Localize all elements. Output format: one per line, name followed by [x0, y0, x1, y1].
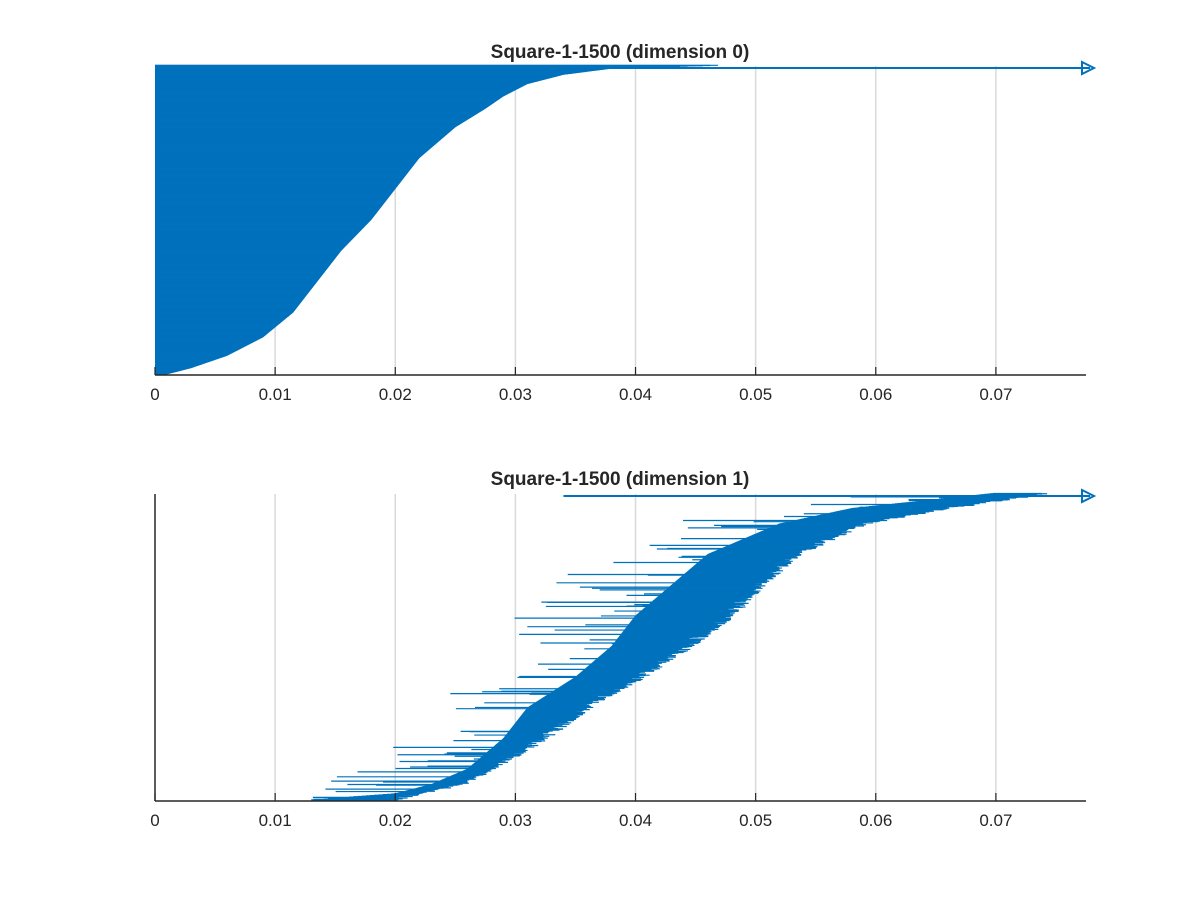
barcode-bars	[311, 488, 1097, 801]
x-tick-label: 0.04	[619, 811, 652, 830]
x-tick-label: 0	[150, 811, 159, 830]
x-tick-label: 0.07	[979, 811, 1012, 830]
x-axis: 0 0.01 0.02 0.03 0.04 0.05 0.06 0.07	[150, 494, 1086, 830]
barcode-bars	[155, 60, 1097, 375]
x-tick-label: 0.03	[499, 811, 532, 830]
x-tick-label: 0.01	[259, 811, 292, 830]
x-tick-label: 0.04	[619, 385, 652, 404]
infinite-bar-arrow	[1081, 488, 1097, 504]
chart-title: Square-1-1500 (dimension 1)	[491, 469, 750, 490]
infinite-bar-arrow	[1081, 60, 1097, 76]
chart-title: Square-1-1500 (dimension 0)	[491, 42, 750, 63]
x-tick-label: 0.05	[739, 811, 772, 830]
x-tick-label: 0.02	[379, 385, 412, 404]
x-tick-label: 0.03	[499, 385, 532, 404]
x-tick-label: 0.02	[379, 811, 412, 830]
panel-dimension-0: Square-1-1500 (dimension 0) 0 0.01 0.02 0.0…	[150, 42, 1097, 404]
x-tick-label: 0	[150, 385, 159, 404]
panel-dimension-1: Square-1-1500 (dimension 1) 0 0.01 0.02 0.0…	[150, 469, 1097, 830]
x-axis: 0 0.01 0.02 0.03 0.04 0.05 0.06 0.07	[150, 367, 1086, 404]
x-tick-label: 0.01	[259, 385, 292, 404]
x-tick-label: 0.06	[859, 385, 892, 404]
x-tick-label: 0.07	[979, 385, 1012, 404]
x-tick-label: 0.05	[739, 385, 772, 404]
x-tick-label: 0.06	[859, 811, 892, 830]
